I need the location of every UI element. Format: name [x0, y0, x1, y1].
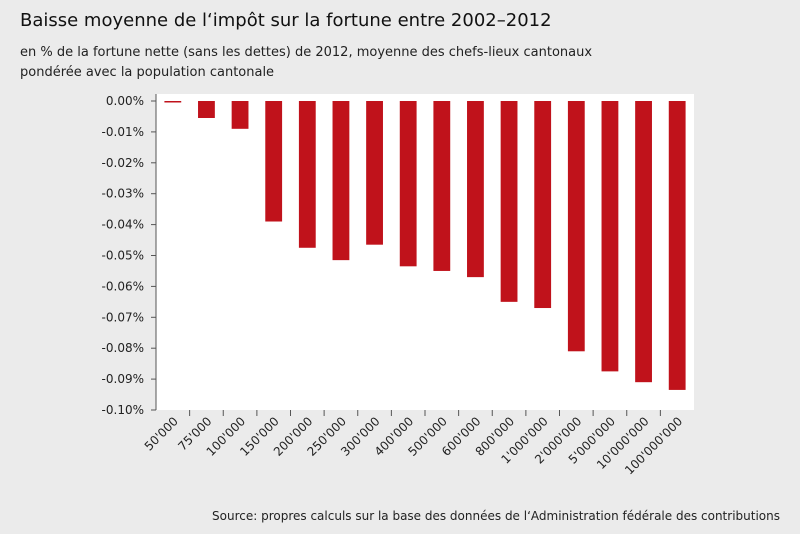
y-axis-ticks: 0.00% -0.01% -0.02% -0.03% -0.04% -0.05% -0.06…	[102, 94, 156, 417]
subtitle-line-2: pondérée avec la population cantonale	[20, 65, 275, 80]
bar	[265, 101, 283, 222]
bar	[601, 101, 619, 372]
bar	[668, 101, 686, 390]
y-tick-label: -0.03%	[102, 187, 144, 201]
bar	[467, 101, 484, 278]
bar	[635, 101, 652, 383]
bar	[366, 101, 383, 245]
bar	[567, 101, 585, 352]
bar	[298, 101, 316, 248]
bar	[500, 101, 518, 302]
bar	[198, 101, 215, 118]
y-tick-label: -0.05%	[102, 249, 144, 263]
y-tick-label: -0.09%	[102, 372, 144, 386]
y-tick-label: -0.07%	[102, 310, 144, 324]
bar	[164, 101, 182, 103]
y-tick-label: -0.06%	[102, 279, 144, 293]
bar	[433, 101, 451, 271]
y-tick-label: -0.01%	[102, 125, 144, 139]
y-tick-label: -0.04%	[102, 218, 144, 232]
subtitle-line-1: en % de la fortune nette (sans les dette…	[20, 45, 593, 60]
chart-subtitle: en % de la fortune nette (sans les dette…	[20, 43, 592, 83]
y-tick-label: -0.02%	[102, 156, 144, 170]
chart-title: Baisse moyenne de l‘impôt sur la fortune…	[20, 10, 552, 31]
bars	[164, 101, 686, 390]
x-axis-ticks: 50'00075'000100'000150'000200'000250'000…	[142, 410, 685, 477]
bar	[399, 101, 417, 267]
y-tick-label: -0.08%	[102, 341, 144, 355]
y-tick-label: -0.10%	[102, 403, 144, 417]
chart-source: Source: propres calculs sur la base des …	[212, 509, 780, 523]
bar	[332, 101, 350, 261]
bar	[231, 101, 249, 129]
x-tick-label: 50'000	[142, 414, 181, 453]
bar	[534, 101, 552, 309]
y-tick-label: 0.00%	[106, 94, 144, 108]
